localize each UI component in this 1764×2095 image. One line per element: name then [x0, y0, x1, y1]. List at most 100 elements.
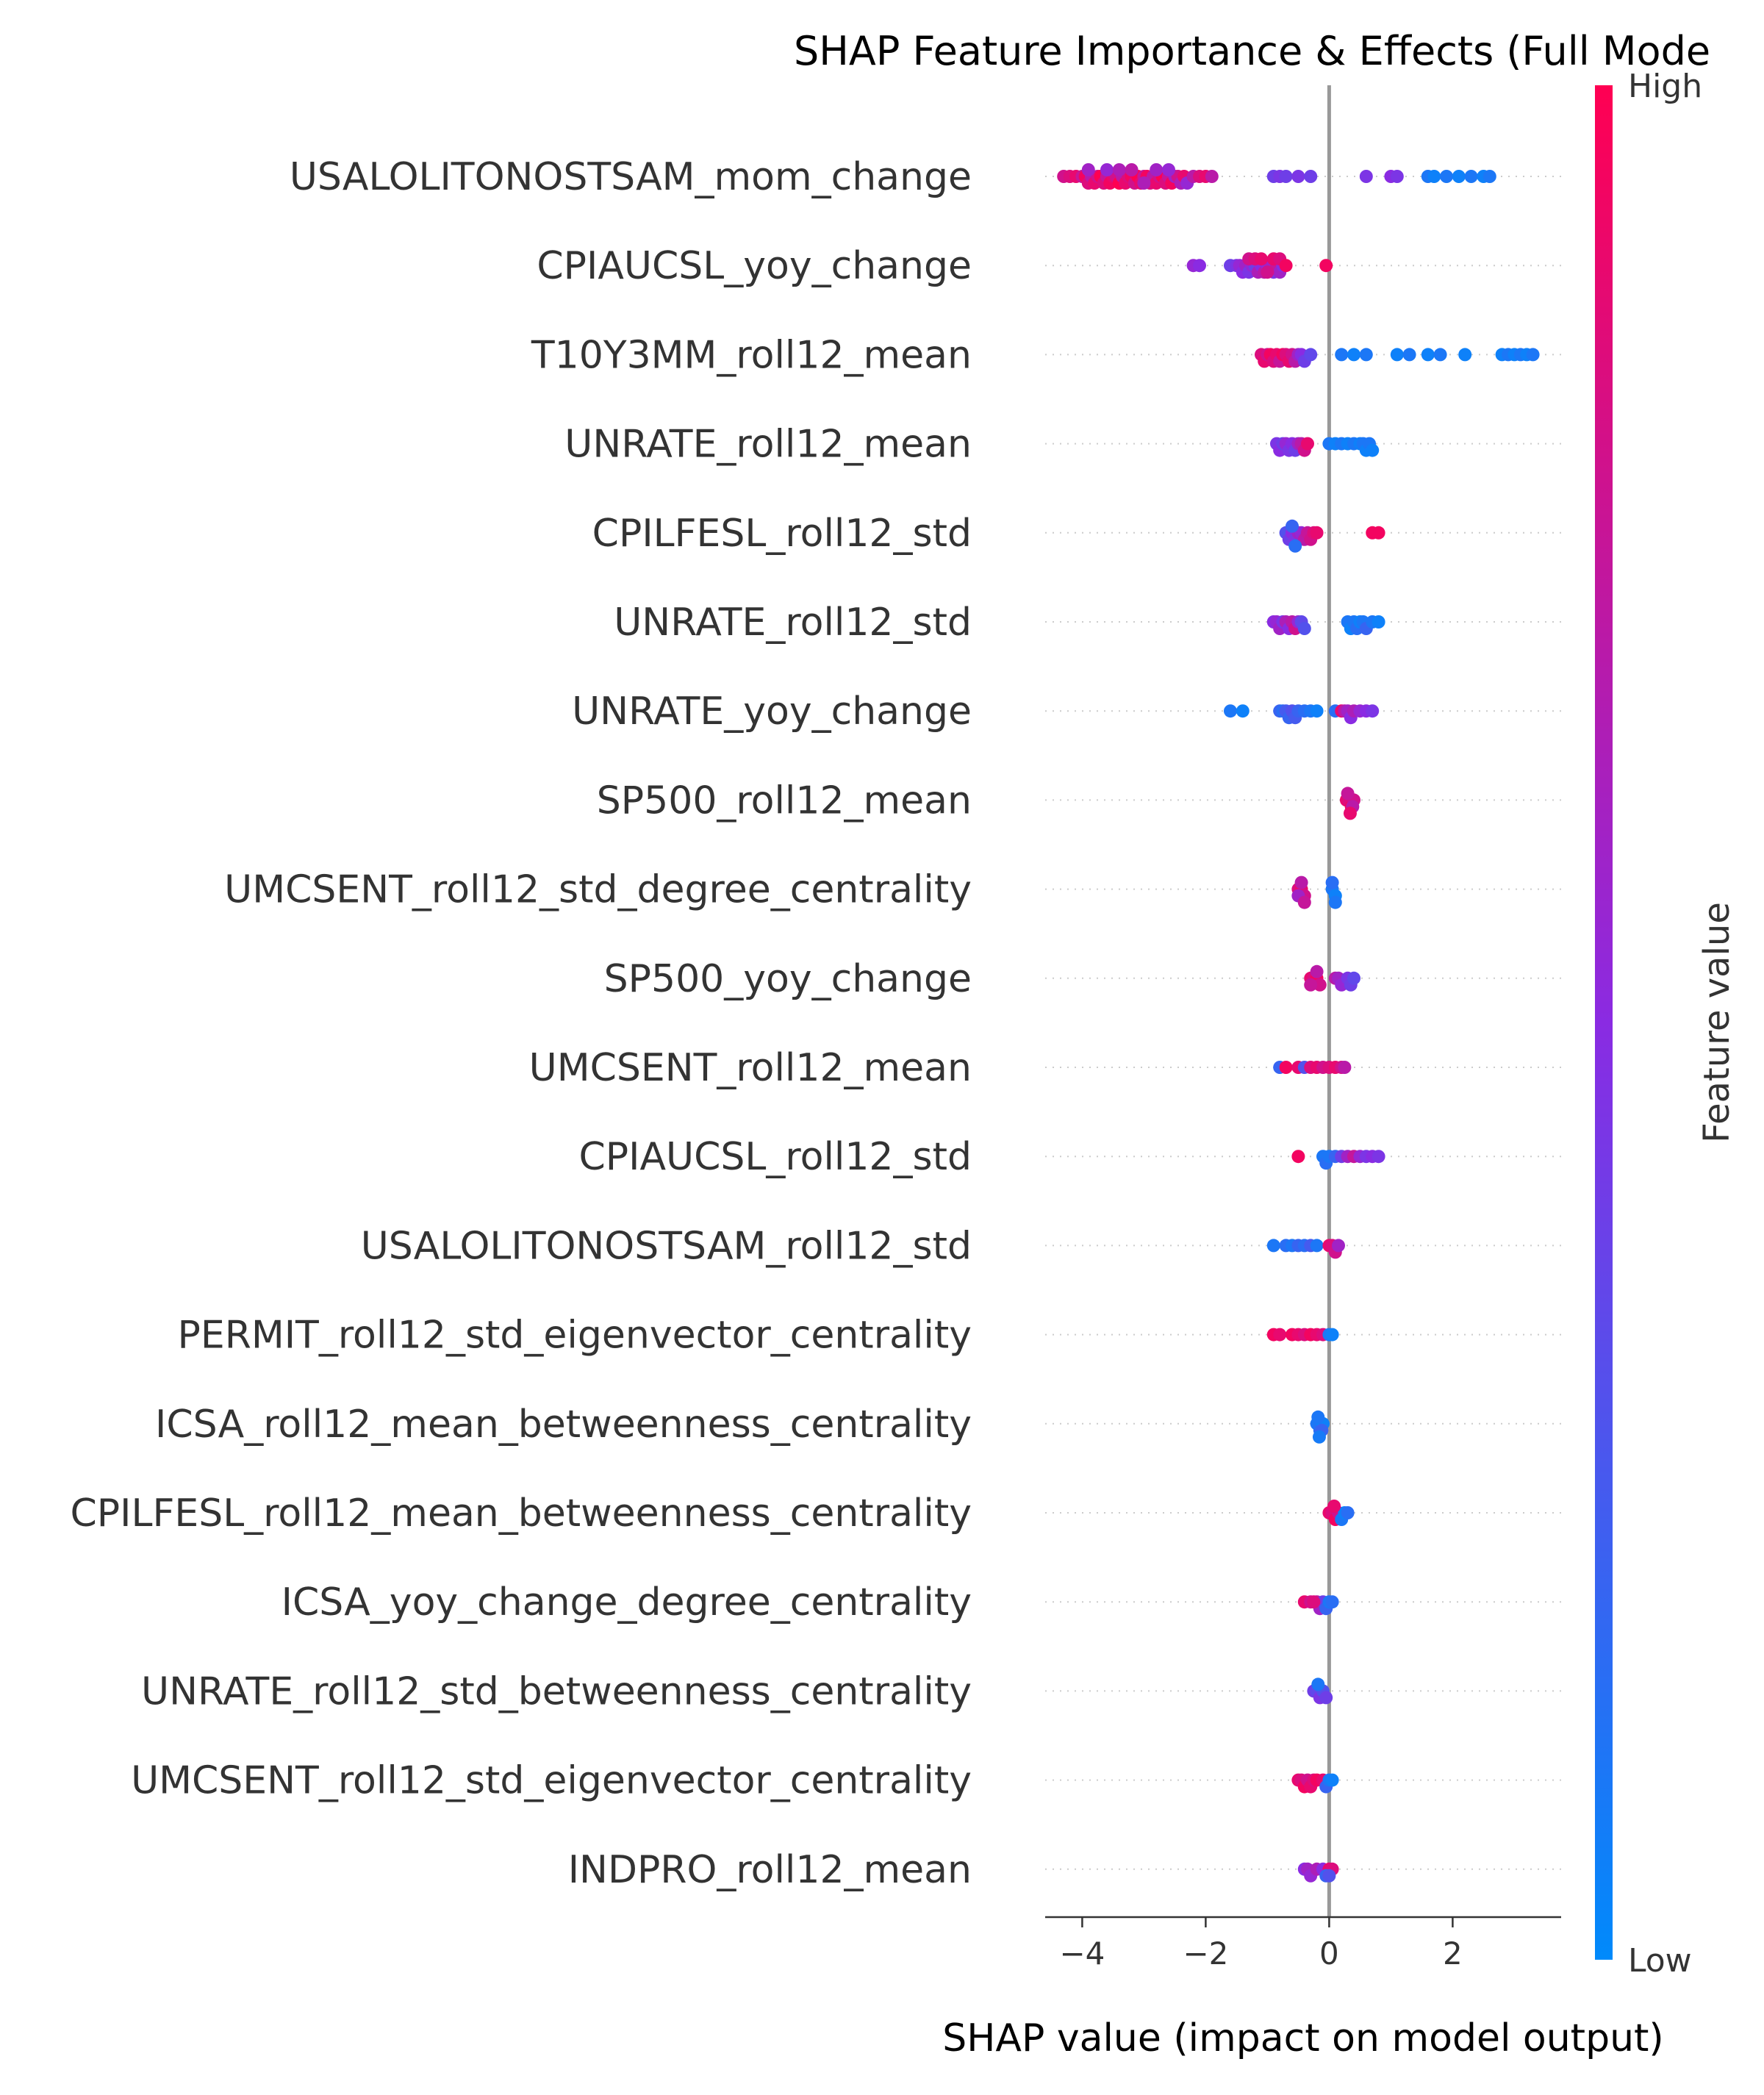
data-point — [1273, 1328, 1287, 1342]
x-tick-label: −2 — [1183, 1935, 1228, 1972]
data-point — [1341, 787, 1355, 801]
colorbar: High Low Feature value — [1595, 68, 1738, 1980]
data-point — [1328, 895, 1342, 909]
data-point — [1390, 170, 1404, 183]
data-point — [1372, 615, 1385, 628]
data-point — [1359, 348, 1373, 362]
data-point — [1301, 437, 1314, 451]
data-point — [1347, 971, 1360, 985]
data-point — [1112, 163, 1126, 176]
data-point — [1464, 170, 1478, 183]
data-point — [1307, 1595, 1321, 1609]
feature-label: SP500_yoy_change — [604, 957, 972, 1001]
data-point — [1440, 170, 1453, 183]
data-point — [1279, 259, 1293, 273]
data-point — [1261, 265, 1274, 279]
data-point — [1311, 1410, 1325, 1424]
data-point — [1304, 348, 1318, 362]
data-point — [1433, 348, 1447, 362]
data-point — [1390, 348, 1404, 362]
data-point — [1366, 443, 1380, 457]
x-tick-label: 0 — [1319, 1935, 1339, 1972]
data-point — [1100, 163, 1114, 176]
chart-title: SHAP Feature Importance & Effects (Full … — [794, 28, 1710, 74]
data-point — [1291, 170, 1305, 183]
data-point — [1338, 1061, 1352, 1074]
data-point — [1288, 539, 1302, 553]
data-point — [1427, 170, 1441, 183]
feature-label: CPILFESL_roll12_mean_betweenness_central… — [70, 1491, 972, 1536]
feature-label: PERMIT_roll12_std_eigenvector_centrality — [178, 1314, 972, 1358]
data-point — [1311, 1677, 1325, 1691]
data-point — [1458, 348, 1472, 362]
data-point — [1279, 170, 1293, 183]
feature-label: T10Y3MM_roll12_mean — [531, 333, 972, 377]
feature-label: INDPRO_roll12_mean — [568, 1848, 972, 1892]
data-point — [1297, 622, 1311, 635]
data-point — [1319, 1691, 1333, 1705]
feature-label: UNRATE_roll12_std — [614, 601, 972, 645]
data-point — [1162, 163, 1175, 176]
feature-label: UMCSENT_roll12_std_eigenvector_centralit… — [131, 1759, 972, 1803]
colorbar-high-label: High — [1628, 68, 1702, 105]
data-point — [1150, 163, 1164, 176]
data-point — [1526, 348, 1540, 362]
feature-label: UNRATE_roll12_mean — [564, 423, 972, 467]
data-point — [1291, 1150, 1305, 1164]
data-point — [1343, 806, 1357, 820]
data-point — [1332, 1239, 1345, 1253]
colorbar-title: Feature value — [1696, 902, 1738, 1143]
data-point — [1205, 170, 1219, 183]
data-point — [1482, 170, 1496, 183]
data-point — [1335, 348, 1349, 362]
feature-label: UMCSENT_roll12_std_degree_centrality — [224, 868, 972, 912]
data-point — [1327, 1500, 1341, 1513]
feature-label: ICSA_yoy_change_degree_centrality — [282, 1580, 972, 1625]
data-point — [1325, 1328, 1339, 1342]
data-point — [1372, 526, 1385, 540]
data-point — [1137, 176, 1151, 190]
data-points — [1057, 163, 1540, 1883]
data-point — [1341, 1506, 1355, 1519]
x-axis: −4 −2 0 2 — [1045, 1916, 1561, 1972]
data-point — [1325, 1595, 1339, 1609]
feature-label: USALOLITONOSTSAM_roll12_std — [361, 1224, 972, 1268]
data-point — [1312, 1430, 1326, 1444]
data-point — [1421, 348, 1435, 362]
data-point — [1286, 519, 1299, 533]
x-axis-label: SHAP value (impact on model output) — [942, 2016, 1663, 2060]
feature-label: UMCSENT_roll12_mean — [529, 1046, 972, 1090]
data-point — [1366, 704, 1380, 718]
data-point — [1402, 348, 1416, 362]
data-point — [1125, 163, 1139, 176]
data-point — [1359, 170, 1373, 183]
feature-label: UNRATE_roll12_std_betweenness_centrality — [141, 1669, 972, 1713]
data-point — [1372, 1150, 1385, 1164]
feature-label: UNRATE_yoy_change — [572, 690, 972, 734]
x-tick-label: −4 — [1059, 1935, 1105, 1972]
data-point — [1297, 895, 1311, 909]
data-point — [1310, 526, 1324, 540]
data-point — [1310, 1239, 1324, 1253]
feature-label: CPILFESL_roll12_std — [592, 512, 972, 556]
data-point — [1255, 252, 1268, 266]
data-point — [1294, 875, 1308, 889]
data-point — [1266, 1239, 1280, 1253]
data-point — [1304, 978, 1318, 992]
feature-label: SP500_roll12_mean — [597, 778, 972, 823]
data-point — [1193, 259, 1206, 273]
data-point — [1224, 704, 1237, 718]
feature-label: USALOLITONOSTSAM_mom_change — [290, 155, 972, 199]
data-point — [1325, 875, 1339, 889]
data-point — [1347, 348, 1360, 362]
data-point — [1279, 1061, 1293, 1074]
data-point — [1310, 964, 1324, 978]
row-guides — [1045, 176, 1561, 1870]
feature-label: CPIAUCSL_yoy_change — [537, 244, 972, 288]
data-point — [1322, 1869, 1336, 1883]
data-point — [1452, 170, 1466, 183]
data-point — [1319, 259, 1333, 273]
x-tick-label: 2 — [1443, 1935, 1463, 1972]
